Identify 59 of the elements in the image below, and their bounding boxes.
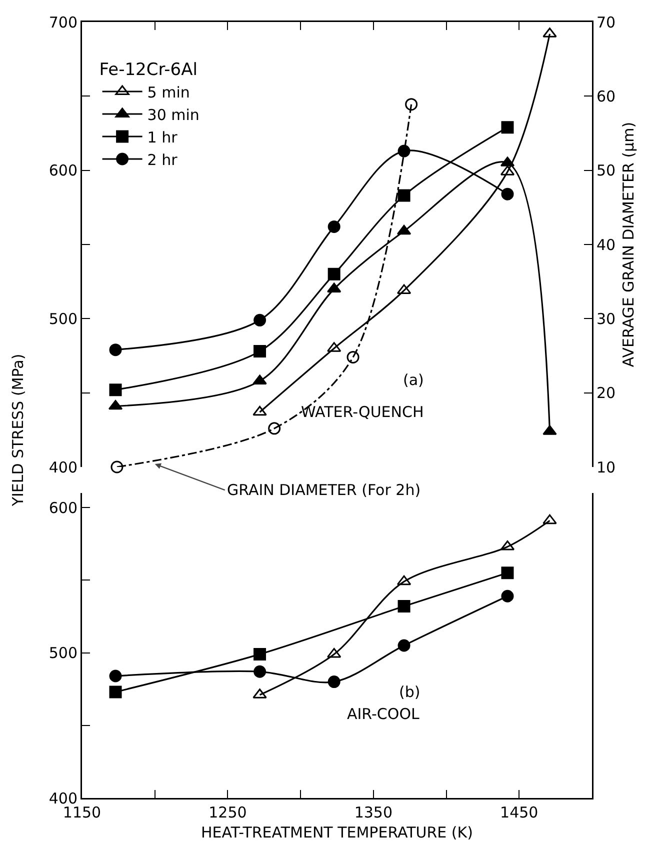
point	[328, 268, 340, 280]
point	[500, 540, 515, 550]
annotation: GRAIN DIAMETER (For 2h)	[227, 481, 421, 499]
x-tick-label: 1450	[500, 804, 538, 822]
point	[252, 406, 267, 416]
point	[396, 575, 412, 586]
y2-tick-label: 40	[596, 236, 616, 254]
point	[254, 665, 266, 678]
y-tick-label: 500	[48, 310, 78, 328]
point	[254, 314, 266, 326]
point	[108, 400, 123, 410]
point	[109, 686, 122, 698]
y2-tick-label: 30	[596, 310, 616, 328]
legend-title: Fe-12Cr-6Al	[99, 60, 198, 80]
y2-tick-label: 70	[596, 13, 616, 32]
point	[254, 345, 266, 358]
point	[542, 514, 557, 524]
y-tick-label: 600	[48, 162, 78, 180]
point	[398, 144, 410, 158]
legend-label: 1 hr	[147, 128, 178, 146]
legend-label: 5 min	[147, 83, 190, 102]
annotation: WATER-QUENCH	[301, 403, 424, 421]
y-tick-label: 400	[48, 458, 78, 476]
point	[501, 121, 514, 134]
point	[328, 676, 340, 688]
y-axis-title: YIELD STRESS (MPa)	[9, 354, 27, 506]
point	[396, 224, 412, 235]
point	[109, 670, 122, 682]
y2-tick-label: 50	[596, 162, 616, 180]
point	[326, 648, 342, 658]
y-tick-label: 500	[48, 644, 78, 662]
y2-tick-label: 20	[596, 384, 616, 402]
legend-label: 30 min	[147, 106, 200, 124]
point	[398, 639, 410, 652]
y-tick-label: 600	[48, 498, 78, 517]
annotation: (a)	[403, 371, 424, 389]
x-tick-label: 1250	[208, 804, 247, 822]
x-tick-label: 1350	[354, 804, 393, 822]
point	[109, 344, 122, 356]
point	[328, 220, 340, 233]
point	[110, 460, 124, 474]
point	[405, 98, 418, 111]
y2-axis-title: AVERAGE GRAIN DIAMETER (µm)	[619, 122, 638, 368]
y2-tick-label: 10	[596, 458, 616, 476]
point	[109, 384, 122, 396]
point	[501, 188, 514, 200]
point	[398, 189, 410, 202]
annotation: (b)	[399, 683, 420, 701]
point	[254, 648, 266, 660]
point	[501, 590, 514, 602]
annotation: AIR-COOL	[347, 705, 420, 723]
x-axis-title: HEAT-TREATMENT TEMPERATURE (K)	[201, 823, 473, 842]
point	[398, 600, 410, 613]
y2-tick-label: 60	[596, 87, 616, 106]
point	[268, 422, 281, 435]
point	[501, 566, 514, 580]
point	[346, 350, 360, 364]
legend-label: 2 hr	[147, 150, 178, 169]
y-tick-label: 700	[48, 13, 78, 32]
